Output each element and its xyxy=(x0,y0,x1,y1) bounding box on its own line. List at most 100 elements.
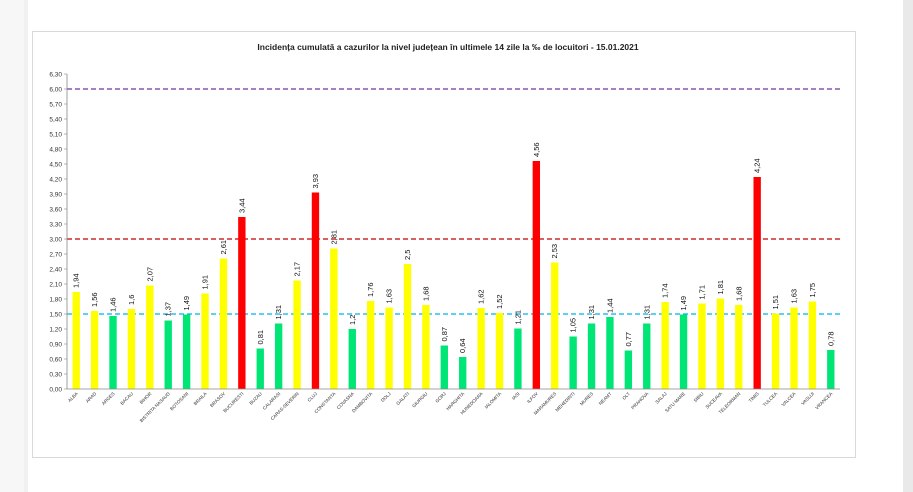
y-tick-label: 5,40 xyxy=(49,116,62,123)
data-label: 1,75 xyxy=(808,283,817,298)
data-label: 0,77 xyxy=(624,332,633,347)
data-label: 1,63 xyxy=(385,289,394,304)
y-tick-label: 6,30 xyxy=(49,71,62,78)
data-label: 2,81 xyxy=(329,230,338,245)
y-tick-label: 0,60 xyxy=(49,356,62,363)
bar xyxy=(771,313,780,389)
data-label: 1,71 xyxy=(697,285,706,300)
data-label: 1,74 xyxy=(661,283,670,298)
data-label: 4,24 xyxy=(753,158,762,173)
y-tick-label: 2,40 xyxy=(49,266,62,273)
bar xyxy=(311,192,320,389)
bar xyxy=(274,323,283,389)
data-label: 1,6 xyxy=(127,295,136,305)
x-tick-label: ARGES xyxy=(101,391,116,406)
data-label: 1,51 xyxy=(771,295,780,310)
y-axis: 0,00 0,30 0,60 0,90 1,20 1,50 1,80 2,10 2,40 2,70… xyxy=(49,71,68,393)
bar xyxy=(514,328,522,389)
data-label: 0,78 xyxy=(826,331,835,346)
y-tick-label: 0,90 xyxy=(49,341,62,348)
y-tick-label: 5,70 xyxy=(49,101,62,108)
y-tick-label: 4,80 xyxy=(49,146,62,153)
data-label: 1,2 xyxy=(348,315,357,325)
y-tick-label: 2,70 xyxy=(49,251,62,258)
data-label: 1,91 xyxy=(201,275,210,290)
data-label: 1,49 xyxy=(182,296,191,311)
bar xyxy=(348,329,356,389)
bar xyxy=(477,308,485,389)
x-tick-label: GORJ xyxy=(434,391,447,404)
bar xyxy=(293,280,301,389)
x-tick-label: BACAU xyxy=(119,391,134,406)
x-tick-label: OLT xyxy=(621,391,631,401)
bar xyxy=(698,303,706,389)
data-label: 2,07 xyxy=(145,267,154,282)
x-tick-label: NEAMT xyxy=(598,391,613,406)
bar xyxy=(459,357,467,389)
x-tick-label: IASI xyxy=(511,391,521,401)
y-tick-label: 1,20 xyxy=(49,326,62,333)
x-tick-label: SALAJ xyxy=(654,391,667,404)
bar xyxy=(532,161,541,389)
bar xyxy=(624,350,633,389)
data-label: 1,76 xyxy=(366,282,375,297)
bar xyxy=(569,336,577,389)
x-tick-label: VASLUI xyxy=(800,391,815,406)
x-tick-label: GIURGIU xyxy=(411,391,428,408)
bar xyxy=(385,307,393,389)
x-tick-label: IALOMITA xyxy=(484,391,503,410)
data-label: 1,52 xyxy=(495,294,504,309)
data-label: 1,49 xyxy=(679,296,688,311)
data-label: 0,87 xyxy=(440,327,449,342)
x-tick-label: TULCEA xyxy=(762,391,779,408)
data-label: 3,93 xyxy=(311,174,320,189)
x-tick-label: DOLJ xyxy=(380,391,392,403)
data-label: 1,62 xyxy=(477,289,486,304)
data-label: 1,31 xyxy=(642,305,651,320)
data-label: 1,31 xyxy=(587,305,596,320)
data-label: 2,5 xyxy=(403,250,412,260)
bar xyxy=(72,292,80,389)
bar xyxy=(201,293,209,389)
bar xyxy=(808,301,817,389)
data-label: 1,37 xyxy=(164,302,173,317)
bar xyxy=(827,350,835,389)
x-tick-label: ALBA xyxy=(67,391,80,404)
bar xyxy=(679,314,688,389)
bar xyxy=(495,313,504,389)
bar xyxy=(587,323,596,389)
data-label: 1,31 xyxy=(274,305,283,320)
y-tick-label: 5,10 xyxy=(49,131,62,138)
bar xyxy=(330,248,338,389)
y-tick-label: 1,80 xyxy=(49,296,62,303)
bar xyxy=(90,311,99,389)
bar xyxy=(422,305,430,389)
bar xyxy=(753,177,761,389)
data-label: 1,63 xyxy=(789,289,798,304)
data-label: 3,44 xyxy=(237,198,246,213)
x-tick-label: ARAD xyxy=(85,391,98,404)
y-tick-label: 4,20 xyxy=(49,176,62,183)
data-label: 1,56 xyxy=(90,292,99,307)
bar xyxy=(551,262,559,389)
bars xyxy=(72,161,835,389)
left-gutter xyxy=(0,0,24,492)
data-label: 4,56 xyxy=(532,142,541,157)
x-tick-label: MEHEDINTI xyxy=(554,391,575,412)
data-label: 1,46 xyxy=(109,297,118,312)
data-label: 1,68 xyxy=(421,286,430,301)
y-tick-label: 1,50 xyxy=(49,311,62,318)
data-label: 1,81 xyxy=(716,280,725,295)
x-tick-label: GALATI xyxy=(395,391,410,406)
threshold-lines xyxy=(67,88,840,315)
data-label: 1,05 xyxy=(569,318,578,333)
x-tick-label: VRANCEA xyxy=(814,391,834,411)
data-label: 2,53 xyxy=(550,244,559,259)
bar xyxy=(146,285,154,389)
bar xyxy=(661,302,669,389)
y-tick-label: 3,00 xyxy=(49,236,62,243)
bar xyxy=(182,314,191,389)
y-tick-label: 3,30 xyxy=(49,221,62,228)
x-tick-label: VALCEA xyxy=(781,391,798,408)
